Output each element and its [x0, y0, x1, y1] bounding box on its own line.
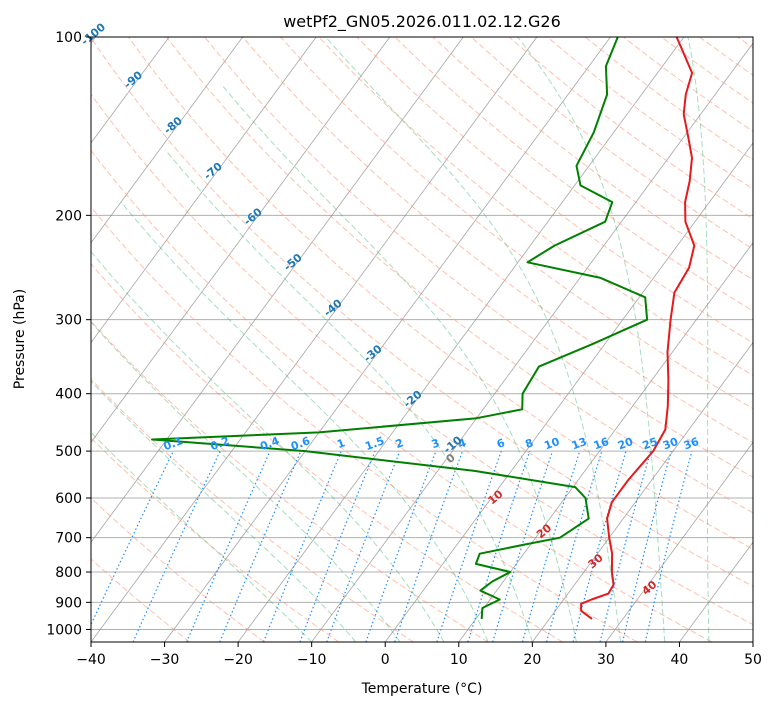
mixing-ratio-label: 0.4 [258, 434, 281, 453]
mixing-ratio-line [186, 450, 271, 642]
mixing-ratio-label: 3 [430, 436, 442, 451]
mixing-ratio-label: 0.1 [162, 434, 185, 453]
mixing-ratio-label: 13 [570, 435, 589, 452]
mixing-ratio-line [644, 450, 693, 642]
mixing-ratio-line [326, 450, 401, 642]
moist-adiabat-line [220, 83, 577, 642]
mixing-ratio-label: 8 [523, 436, 535, 451]
isotherm-line [91, 37, 170, 144]
moist-adiabat-line [517, 37, 666, 642]
isotherm-line [164, 37, 611, 642]
mixing-ratio-line [436, 450, 502, 642]
x-tick-label: −20 [223, 652, 253, 668]
x-tick-label: 40 [671, 652, 689, 668]
moist-adiabat-line [687, 37, 710, 642]
isotherm-line [384, 142, 753, 642]
x-tick-label: 20 [523, 652, 541, 668]
y-tick-label: 700 [55, 531, 82, 547]
isotherm-line [605, 441, 753, 642]
isotherm-line [91, 37, 538, 642]
y-tick-label: 100 [55, 30, 82, 46]
isotherm-line [91, 37, 464, 543]
dry-adiabat-line [91, 378, 414, 642]
moist-adiabat-line [91, 250, 445, 642]
moist-adiabat-line [120, 201, 489, 642]
mixing-ratio-label: 2 [394, 436, 406, 451]
x-tick-label: −10 [297, 652, 327, 668]
y-tick-label: 600 [55, 491, 82, 507]
y-tick-label: 200 [55, 208, 82, 224]
mixing-ratio-label: 6 [495, 436, 507, 451]
mixing-ratio-line [546, 450, 603, 642]
isotherm-line [237, 37, 685, 642]
isotherm-line [532, 341, 753, 642]
x-tick-label: 30 [597, 652, 615, 668]
x-tick-label: 10 [450, 652, 468, 668]
y-tick-label: 500 [55, 444, 82, 460]
dry-adiabat-line [91, 558, 191, 642]
isotherm-line [91, 37, 391, 444]
x-tick-label: 0 [381, 652, 390, 668]
dry-adiabat-line [91, 93, 753, 626]
mixing-ratio-line [599, 450, 652, 642]
x-tick-label: −30 [150, 652, 180, 668]
dry-adiabat-line [356, 37, 753, 344]
dry-adiabat-line [91, 206, 638, 642]
isotherm-line [91, 37, 243, 244]
mixing-ratio-label: 1.5 [363, 434, 386, 453]
dry-adiabat-line [91, 320, 489, 642]
y-axis-label: Pressure (hPa) [12, 289, 28, 389]
isotherm-line [458, 242, 753, 642]
y-tick-label: 300 [55, 313, 82, 329]
mixing-ratio-line [299, 450, 376, 642]
mixing-ratio-line [219, 450, 302, 642]
grid-layer [91, 37, 753, 642]
y-tick-label: 400 [55, 387, 82, 403]
mixing-ratio-label: 4 [456, 436, 468, 451]
dry-adiabat-line [242, 37, 753, 444]
temperature-profile-line [580, 37, 696, 620]
moist-adiabat-line [91, 431, 313, 642]
mixing-ratio-label: 16 [592, 435, 611, 453]
dry-adiabat-line [127, 37, 753, 550]
x-tick-label: −40 [76, 652, 106, 668]
mixing-ratio-line [572, 450, 627, 642]
dry-adiabat-line [91, 149, 713, 642]
series-layer [151, 37, 696, 620]
chart-title: wetPf2_GN05.2026.011.02.12.G26 [283, 12, 561, 32]
plot-frame [90, 36, 754, 643]
isotherm-line [311, 42, 753, 642]
mixing-ratio-label: 30 [661, 435, 680, 453]
moist-adiabat-line [164, 149, 533, 642]
y-tick-label: 1000 [46, 622, 82, 638]
x-axis-label: Temperature (°C) [361, 681, 483, 697]
mixing-ratio-line [521, 450, 581, 642]
dry-adiabat-line [280, 37, 753, 410]
mixing-ratio-label: 10 [542, 435, 561, 453]
y-tick-label: 800 [55, 565, 82, 581]
dry-adiabat-line [166, 37, 753, 514]
mixing-ratio-label: 25 [641, 435, 660, 452]
moist-adiabat-line [325, 37, 622, 642]
mixing-ratio-label: 1 [335, 436, 347, 451]
mixing-ratio-label: 0.6 [289, 434, 312, 453]
x-axis: −40 −30 −20 −10 0 10 20 30 40 50 [76, 642, 762, 668]
mixing-ratio-line [262, 450, 342, 642]
x-tick-label: 50 [744, 652, 762, 668]
mixing-ratio-label: 36 [682, 435, 701, 453]
mixing-ratio-label: 0.2 [209, 434, 232, 453]
y-axis: 100 200 300 400 500 600 700 800 900 1000 [46, 30, 91, 638]
isotherm-line [91, 37, 317, 344]
dry-adiabat-line [91, 37, 753, 587]
mixing-ratio-line [394, 450, 464, 642]
y-tick-label: 900 [55, 595, 82, 611]
mixing-ratio-line [492, 450, 554, 642]
mixing-ratio-label: 20 [616, 435, 635, 453]
mixing-ratio-line [467, 450, 531, 642]
mixing-ratio-line [365, 450, 437, 642]
dewpoint-profile-line [151, 37, 649, 619]
mixing-ratio-line [622, 450, 672, 642]
